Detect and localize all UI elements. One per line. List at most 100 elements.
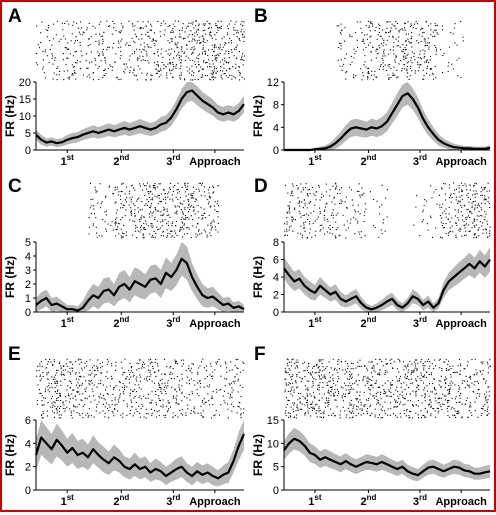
spike-dot [310,374,312,376]
spike-dot [124,199,126,201]
spike-dot [208,195,210,197]
spike-dot [147,21,149,23]
spike-dot [328,404,330,406]
spike-dot [356,408,358,410]
spike-dot [468,376,470,378]
spike-dot [378,32,380,34]
spike-dot [66,358,68,360]
spike-dot [367,381,369,383]
spike-dot [78,372,80,374]
spike-dot [374,371,376,373]
spike-dot [186,48,188,50]
spike-dot [46,374,48,376]
spike-dot [181,400,183,402]
spike-dot [225,61,227,63]
spike-dot [365,399,367,401]
spike-dot [54,57,56,59]
spike-dot [487,182,489,184]
spike-dot [371,367,373,369]
spike-dot [331,201,333,203]
spike-dot [486,361,488,363]
spike-dot [172,395,174,397]
spike-dot [367,70,369,72]
spike-dot [210,222,212,224]
spike-dot [129,372,131,374]
spike-dot [82,417,84,419]
spike-dot [411,70,413,72]
spike-dot [458,385,460,387]
spike-dot [370,21,372,23]
spike-dot [392,72,394,74]
spike-dot [172,368,174,370]
spike-dot [98,42,100,44]
y-tick-label: 0 [25,145,31,157]
spike-dot [56,380,58,382]
spike-dot [128,44,130,46]
spike-dot [307,218,309,220]
spike-dot [305,402,307,404]
spike-dot [366,410,368,412]
spike-dot [367,369,369,371]
spike-dot [63,374,65,376]
spike-dot [235,48,237,50]
spike-dot [202,215,204,217]
spike-dot [149,37,151,39]
spike-dot [355,367,357,369]
spike-dot [292,382,294,384]
spike-dot [380,408,382,410]
spike-dot [199,42,201,44]
spike-dot [95,217,97,219]
spike-dot [353,404,355,406]
spike-dot [118,194,120,196]
spike-dot [190,74,192,76]
spike-dot [136,391,138,393]
spike-dot [420,40,422,42]
spike-dot [376,403,378,405]
spike-dot [422,365,424,367]
spike-dot [424,38,426,40]
spike-dot [398,63,400,65]
spike-dot [314,204,316,206]
spike-dot [120,235,122,237]
spike-dot [75,51,77,53]
spike-dot [355,398,357,400]
spike-dot [442,227,444,229]
spike-dot [321,362,323,364]
spike-dot [197,29,199,31]
spike-dot [171,40,173,42]
spike-dot [411,382,413,384]
spike-dot [318,371,320,373]
spike-dot [93,208,95,210]
spike-dot [201,74,203,76]
spike-dot [293,404,295,406]
spike-dot [63,365,65,367]
spike-dot [374,416,376,418]
spike-dot [486,414,488,416]
spike-dot [296,387,298,389]
spike-dot [140,44,142,46]
y-axis-label: FR (Hz) [251,434,265,476]
spike-dot [114,202,116,204]
spike-dot [460,204,462,206]
spike-dot [155,209,157,211]
spike-dot [36,62,38,64]
spike-dot [46,36,48,38]
spike-dot [75,62,77,64]
spike-dot [309,372,311,374]
spike-dot [75,399,77,401]
spike-dot [319,207,321,209]
spike-dot [297,361,299,363]
spike-dot [64,47,66,49]
spike-dot [408,417,410,419]
spike-dot [407,363,409,365]
spike-dot [152,211,154,213]
spike-dot [231,51,233,53]
spike-dot [195,198,197,200]
spike-dot [324,375,326,377]
spike-dot [460,365,462,367]
spike-dot [435,46,437,48]
spike-dot [237,391,239,393]
spike-dot [449,388,451,390]
spike-dot [318,386,320,388]
spike-dot [444,399,446,401]
